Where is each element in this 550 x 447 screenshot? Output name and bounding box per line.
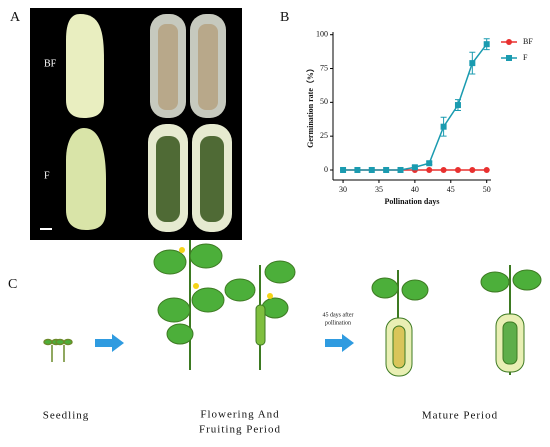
y-tick-label: 75	[320, 63, 328, 72]
stage-label: Fruiting Period	[199, 424, 281, 436]
data-point	[483, 41, 490, 48]
data-point	[440, 123, 447, 130]
y-axis-label: Germination rate（%）	[305, 64, 315, 148]
data-point	[469, 166, 476, 173]
x-axis-label: Pollination days	[385, 197, 440, 206]
photo-label: BF	[44, 58, 57, 69]
series-line	[343, 43, 488, 171]
legend-marker	[506, 55, 512, 61]
panel-label: C	[8, 277, 17, 292]
data-point	[397, 166, 404, 173]
data-point	[483, 166, 490, 173]
legend-marker	[506, 39, 512, 45]
panel-label: A	[10, 10, 21, 25]
y-tick-label: 50	[320, 97, 328, 106]
data-point	[368, 166, 375, 173]
chart: 0 25 50 75 100 30 35 40 45 50 Pollination days Germ…	[305, 30, 534, 206]
stage-label: Flowering And	[200, 409, 279, 421]
arrow-note: 45 days after	[323, 311, 354, 318]
data-point	[440, 166, 447, 173]
y-tick-label: 25	[320, 131, 328, 140]
arrow-note: pollination	[325, 320, 351, 326]
y-tick-label: 100	[316, 30, 328, 39]
y-tick-label: 0	[324, 165, 328, 174]
data-point	[383, 166, 390, 173]
x-tick-label: 50	[483, 185, 491, 194]
legend-label: F	[523, 53, 528, 62]
plant-illustrations	[43, 240, 542, 377]
fruit-photos	[40, 14, 232, 232]
data-point	[340, 166, 347, 173]
data-point	[411, 164, 418, 171]
x-tick-label: 40	[411, 185, 419, 194]
data-point	[469, 60, 476, 67]
data-point	[426, 166, 433, 173]
data-point	[454, 166, 461, 173]
stage-label: Seedling	[43, 410, 90, 422]
x-tick-label: 30	[339, 185, 347, 194]
legend-label: BF	[523, 37, 533, 46]
panel-label: B	[280, 10, 289, 25]
stage-label: Mature Period	[422, 410, 498, 422]
data-point	[454, 102, 461, 109]
x-tick-label: 45	[447, 185, 455, 194]
photo-label: F	[44, 170, 50, 181]
data-point	[354, 166, 361, 173]
data-point	[426, 160, 433, 167]
x-tick-label: 35	[375, 185, 383, 194]
